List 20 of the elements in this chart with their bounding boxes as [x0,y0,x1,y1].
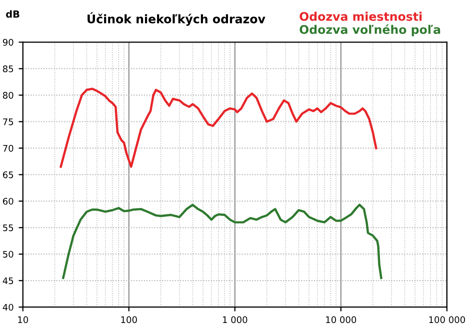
y-tick-label: 65 [3,171,14,178]
y-tick-label: 60 [3,198,14,205]
y-tick-label: 40 [2,304,14,311]
y-tick-label: 45 [2,277,14,284]
y-tick-label: 90 [2,38,14,46]
x-tick-label: 10 000 [326,316,356,324]
x-tick-label: 10 [18,316,28,324]
y-tick-label: 80 [2,92,14,99]
y-tick-label: 70 [3,144,14,152]
x-tick-label: 100 000 [429,316,465,324]
chart-title: Účinok niekoľkých odrazov [88,12,266,26]
x-tick-label: 1 000 [222,316,248,324]
y-tick-label: 75 [3,118,14,126]
x-tick-label: 100 [121,316,137,324]
text: Odozva miestnosti [300,12,422,21]
text: Odozva voľného poľa [300,24,440,36]
y-axis-title: dB [6,10,20,18]
y-tick-label: 55 [3,224,14,232]
y-tick-label: 85 [2,65,14,72]
y-tick-label: 50 [3,250,14,258]
